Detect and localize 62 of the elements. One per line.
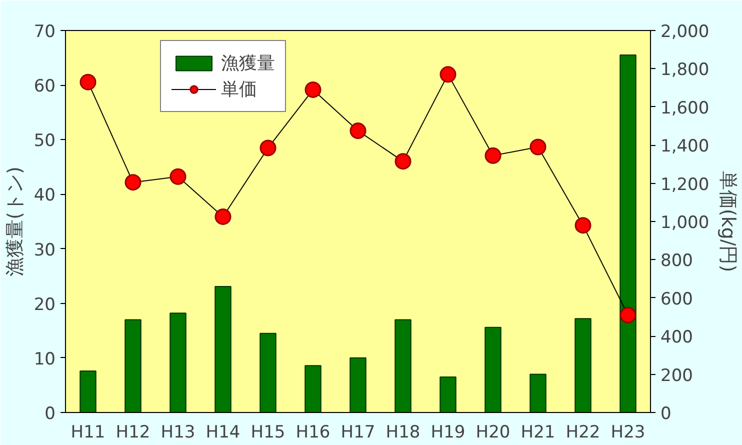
- bar: [304, 365, 322, 412]
- legend-label: 漁獲量: [221, 52, 275, 75]
- point: [620, 306, 636, 324]
- bar: [170, 312, 186, 412]
- y2-tick-label: 0: [660, 404, 672, 424]
- y-tick-label: 0: [44, 404, 56, 424]
- point: [260, 140, 276, 156]
- point: [214, 208, 232, 225]
- x-tick-label: H23: [610, 422, 646, 442]
- bar: [440, 376, 456, 412]
- y-tick-label: 60: [34, 76, 56, 97]
- legend-label: 単価: [221, 78, 257, 101]
- y2-tick-label: 600: [660, 289, 693, 310]
- x-tick-label: H17: [340, 422, 376, 442]
- bar: [80, 370, 96, 412]
- x-tick-label: H18: [386, 422, 420, 442]
- point: [484, 147, 502, 164]
- point: [124, 174, 142, 191]
- y-tick-label: 70: [34, 22, 56, 42]
- x-tick-label: H21: [520, 422, 556, 442]
- bar: [124, 319, 142, 412]
- x-tick-label: H20: [476, 422, 510, 442]
- bar: [260, 332, 276, 412]
- x-tick-label: H22: [566, 422, 600, 442]
- point: [394, 153, 412, 170]
- y2-axis-title: 単価(kg/円): [717, 170, 740, 272]
- point: [574, 217, 592, 234]
- y2-tick-label: 200: [660, 366, 693, 386]
- x-tick-label: H14: [206, 422, 240, 442]
- bar: [484, 326, 502, 412]
- y-tick-label: 40: [34, 186, 56, 206]
- point: [304, 81, 322, 98]
- point: [80, 74, 96, 90]
- y2-tick-label: 1,600: [660, 98, 710, 118]
- y2-tick-label: 1,200: [660, 174, 710, 195]
- y2-tick-label: 1,800: [660, 60, 710, 80]
- y-tick-label: 20: [34, 294, 56, 315]
- point: [440, 66, 456, 83]
- bar: [574, 318, 592, 412]
- x-tick-label: H19: [430, 422, 466, 442]
- x-tick-label: H11: [70, 422, 106, 442]
- bar: [394, 319, 412, 412]
- x-tick-label: H12: [116, 422, 150, 442]
- y-axis-title: 漁獲量(トン): [4, 166, 26, 276]
- point: [170, 168, 186, 185]
- y-tick-label: 50: [34, 131, 56, 152]
- y2-tick-label: 800: [660, 251, 693, 272]
- y2-tick-label: 2,000: [660, 22, 710, 42]
- bar: [214, 286, 232, 412]
- y2-tick-label: 1,000: [660, 213, 710, 233]
- bar: [530, 374, 546, 412]
- y2-tick-label: 400: [660, 328, 693, 348]
- y-tick-label: 10: [34, 349, 56, 370]
- x-tick-label: H16: [296, 422, 330, 442]
- point: [530, 138, 546, 156]
- bar: [350, 357, 366, 412]
- bar: [620, 54, 636, 412]
- y-tick-label: 30: [34, 240, 56, 260]
- x-tick-label: H15: [250, 422, 286, 442]
- x-tick-label: H13: [160, 422, 196, 442]
- point: [350, 122, 366, 140]
- y2-tick-label: 1,400: [660, 136, 710, 157]
